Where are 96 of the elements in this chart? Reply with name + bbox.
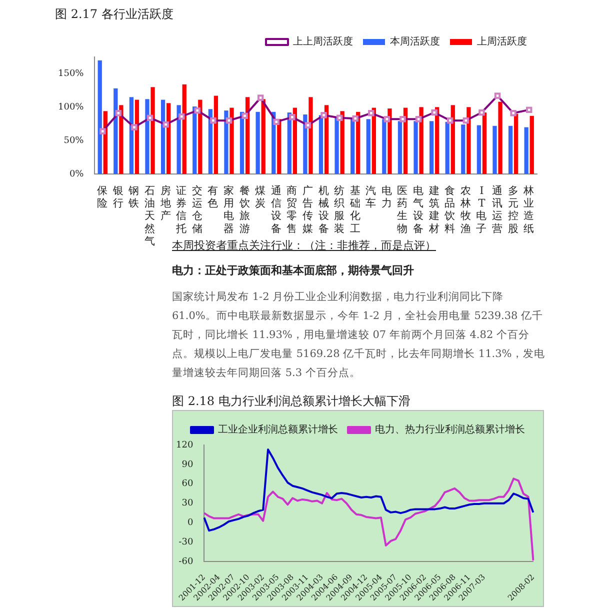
bar [208,109,213,174]
x-tick-label: 石油天然气 [144,185,156,248]
bar [482,112,487,174]
bar [429,121,434,174]
y-tick-label: 0 [187,518,194,528]
y-tick-label: 120 [176,440,194,450]
bar [245,97,250,174]
text: 电力：正处于政策面和基本面底部，期待景气回升 [172,263,415,278]
chart-title: 图 2.18 电力行业利润总额累计增长大幅下滑 [172,393,412,410]
bar [450,105,455,174]
x-tick-label: 食品饮料 [444,185,456,235]
bar [334,117,339,174]
y-tick-label: 50% [64,136,84,146]
bar [198,100,202,174]
bar [340,111,344,174]
x-tick-label: 多元控股 [508,185,519,235]
bar [119,105,124,174]
bar [166,103,171,174]
x-tick-label: 汽车 [366,185,377,210]
legend-label: 电力、热力行业利润总额累计增长 [375,424,525,436]
bar [318,115,324,174]
bar [350,118,355,174]
bar [445,122,450,174]
y-tick-label: 100% [58,102,84,112]
bar [382,119,386,174]
bar [134,100,140,174]
legend-label: 本周活跃度 [390,36,440,48]
bar [129,97,134,174]
x-tick-label: 机械设备 [318,185,330,235]
bar [192,106,197,174]
x-tick-label: 房地产 [159,184,172,222]
x-tick-label: IT电子 [476,185,488,235]
legend-label: 上周活跃度 [477,36,527,48]
bar [182,84,186,174]
x-tick-label: 煤炭 [255,185,266,210]
y-tick-label: 0% [69,169,84,180]
y-tick-label: 90 [182,460,194,470]
bar [308,97,313,174]
x-tick-label: 建筑建材 [428,184,440,235]
x-tick-label: 通信设备 [270,184,282,235]
y-tick-label: 60 [182,479,194,490]
x-tick-label: 农林牧渔 [459,185,472,235]
bar [466,107,471,174]
x-tick-label: 有色 [208,185,219,210]
legend-label: 上上周活跃度 [293,36,353,48]
bar [214,96,218,174]
bar [524,127,528,174]
x-tick-label: 基础化工 [348,184,361,235]
chart-title: 图 2.17 各行业活跃度 [55,6,174,23]
bar [176,105,181,174]
x-tick-label: 医药生物 [397,185,408,235]
x-tick-label: 保险 [97,185,108,210]
x-tick-label: 广告传媒 [302,184,314,235]
bar [530,116,534,174]
bar [461,124,466,174]
bar [303,114,308,174]
x-tick-label: 家用电器 [223,184,234,235]
x-tick-label: 纺织服装 [334,184,346,235]
bar [419,107,424,174]
x-tick-label: 林业造纸 [522,184,535,235]
bar [388,108,392,174]
legend-label: 工业企业利润总额累计增长 [218,424,338,436]
y-tick-label: -60 [178,557,194,568]
x-tick-label: 证券信托 [175,185,188,235]
bar [414,121,418,174]
bar [508,126,513,174]
bar [160,100,166,174]
bar [366,119,370,174]
x-tick-label: 商贸零售 [286,184,298,235]
bar [498,102,502,174]
x-tick-label: 餐饮旅游 [238,185,250,235]
bar [230,108,234,174]
bar [98,60,102,174]
bar [324,105,329,174]
bar [492,126,497,174]
bar [476,125,482,174]
x-tick-label: 电力 [381,184,392,210]
y-tick-label: 30 [182,498,194,509]
bar [398,121,402,174]
bar [114,88,118,174]
text: 本周投资者重点关注行业：（注：非推荐，而是点评） [172,238,437,253]
bar [514,114,518,174]
y-tick-label: -30 [178,538,194,548]
y-tick-label: 150% [58,69,84,80]
x-tick-label: 钢铁 [128,185,140,210]
bar [145,99,150,174]
text: 国家统计局发布 1-2 月份工业企业利润数据，电力行业利润同比下降 61.0%。而中电联最新数据显示，今年 1-2 月，全社会用电量 5239.38 亿千瓦时，同比增长 11.93%，用电量增速较 07 年前两个月回落 4.82 个百分点。规模以上电厂发电量 5169.28 亿千瓦时，比去年同期增长 11.3%，发电量增速较去年同期回落 5.3 个百分点。 [172,290,546,381]
bar [261,99,266,174]
bar [435,107,440,174]
x-tick-label: 通讯运营 [492,184,504,235]
x-tick-label: 电气设备 [413,184,424,235]
bar [256,112,260,174]
bar [150,87,155,174]
bar [224,110,228,174]
x-tick-label: 银行 [112,185,124,210]
x-tick-label: 交运仓储 [192,184,203,235]
